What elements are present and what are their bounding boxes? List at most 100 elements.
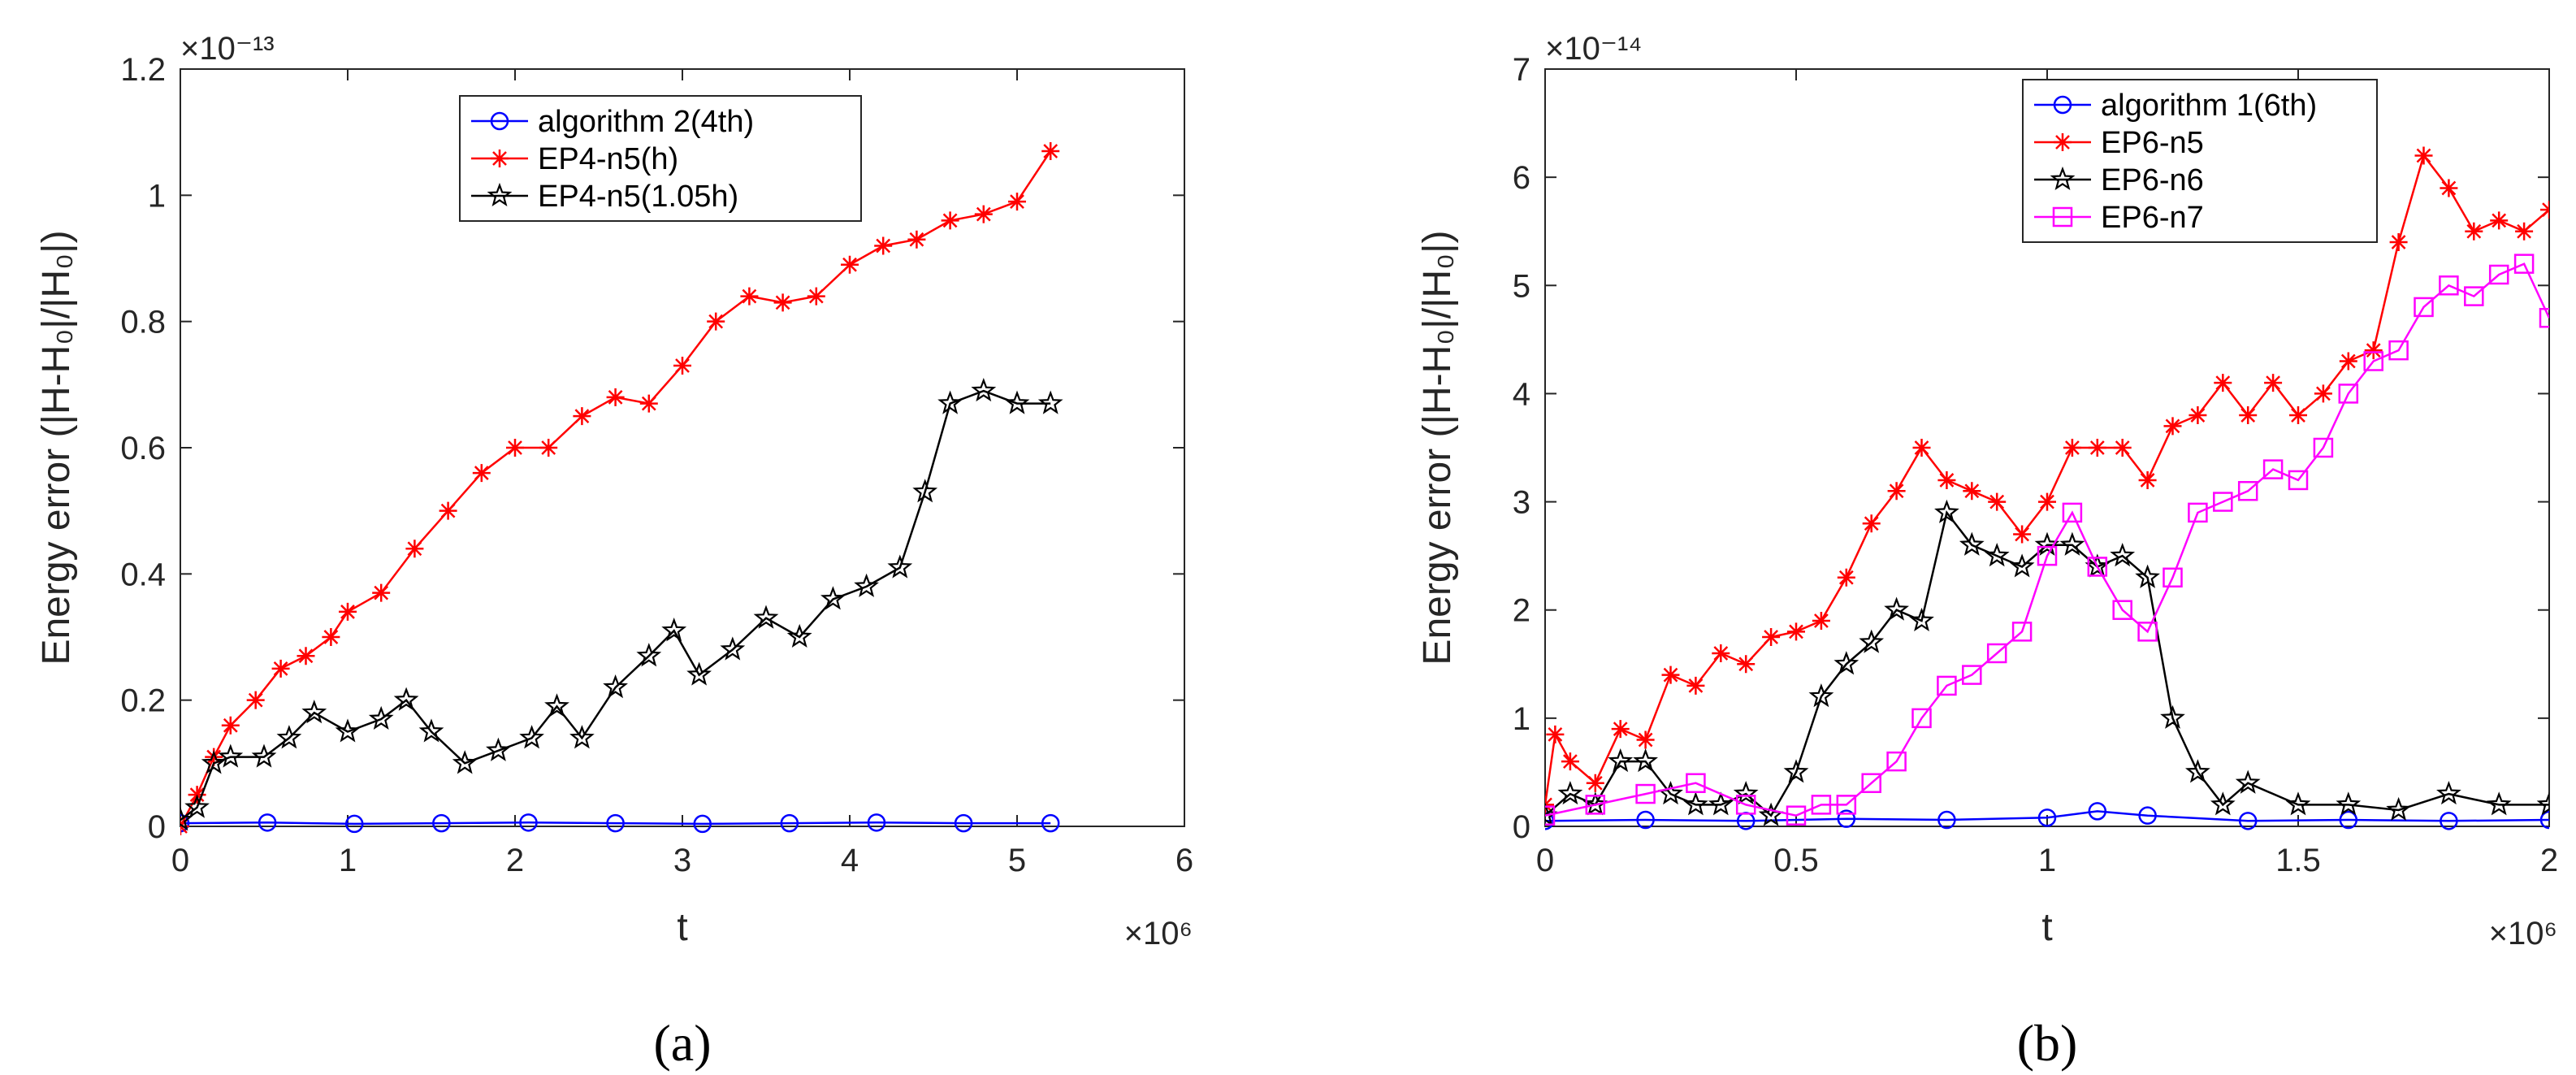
data-point xyxy=(2363,351,2383,371)
series-line xyxy=(1545,262,2549,817)
x-axis-multiplier: ×10⁶ xyxy=(1124,916,1193,951)
data-point xyxy=(2285,791,2311,816)
series-line xyxy=(180,389,1051,821)
data-point xyxy=(258,813,277,832)
data-point xyxy=(1787,622,1805,641)
data-point xyxy=(180,807,193,831)
y-tick-label: 5 xyxy=(1513,268,1530,304)
data-point xyxy=(2137,622,2158,642)
y-tick-label: 0.2 xyxy=(120,683,166,719)
data-point xyxy=(807,287,825,306)
y-tick-label: 7 xyxy=(1513,52,1530,88)
y-tick-label: 0 xyxy=(1513,809,1530,845)
data-point xyxy=(2135,564,2160,588)
y-tick-label: 4 xyxy=(1513,376,1530,412)
data-point xyxy=(780,813,799,833)
data-point xyxy=(1712,644,1730,662)
data-point xyxy=(740,287,759,306)
data-point xyxy=(2088,802,2107,821)
data-point xyxy=(1611,720,1630,739)
data-point xyxy=(1963,482,1981,501)
data-point xyxy=(418,718,444,743)
data-point xyxy=(1735,795,1756,815)
data-point xyxy=(1837,809,1856,828)
data-point xyxy=(1545,802,1558,826)
data-point xyxy=(1546,725,1565,743)
legend-entry: algorithm 2(4th) xyxy=(538,105,754,139)
data-point xyxy=(874,236,893,255)
data-point xyxy=(1608,748,1634,773)
data-point xyxy=(753,605,779,629)
data-point xyxy=(251,743,277,768)
data-point xyxy=(2009,553,2035,578)
data-point xyxy=(1585,795,1606,815)
data-point xyxy=(452,750,478,774)
data-point xyxy=(205,748,223,766)
data-point xyxy=(1686,773,1706,793)
data-point xyxy=(773,293,792,312)
data-point xyxy=(1004,390,1030,414)
data-point xyxy=(1937,810,1956,830)
subfigure-caption: (a) xyxy=(653,1014,711,1072)
data-point xyxy=(2339,810,2358,830)
y-tick-label: 3 xyxy=(1513,485,1530,521)
data-point xyxy=(2364,341,2383,360)
data-point xyxy=(954,813,973,833)
data-point xyxy=(201,750,227,774)
data-point xyxy=(636,643,662,667)
data-point xyxy=(887,554,913,579)
data-point xyxy=(2189,406,2207,425)
data-point xyxy=(1686,676,1705,695)
data-point xyxy=(2262,459,2284,479)
data-point xyxy=(2059,531,2085,556)
y-tick-label: 0.6 xyxy=(120,431,166,466)
y-tick-label: 2 xyxy=(1513,593,1530,629)
data-point xyxy=(673,357,691,375)
data-point xyxy=(1909,607,1934,632)
data-point xyxy=(569,725,595,749)
data-point xyxy=(2440,179,2458,197)
x-tick-label: 0 xyxy=(171,843,189,878)
data-point xyxy=(606,813,625,833)
data-point xyxy=(907,230,926,249)
data-point xyxy=(335,718,361,743)
legend-marker xyxy=(490,111,509,131)
data-point xyxy=(1808,683,1834,708)
data-point xyxy=(2465,222,2483,241)
data-point xyxy=(2237,481,2258,501)
legend-entry: EP6-n7 xyxy=(2101,201,2204,235)
legend-marker xyxy=(2053,95,2072,115)
data-point xyxy=(2540,201,2549,219)
data-point xyxy=(2013,525,2032,544)
data-point xyxy=(218,743,244,768)
data-point xyxy=(937,390,963,414)
data-point xyxy=(1041,813,1060,833)
legend-marker xyxy=(2054,133,2072,151)
data-point xyxy=(2289,406,2307,425)
x-tick-label: 5 xyxy=(1008,843,1026,878)
data-point xyxy=(1886,751,1907,772)
data-point xyxy=(432,813,451,833)
legend-entry: EP6-n6 xyxy=(2101,163,2204,197)
y-axis-multiplier: ×10⁻¹⁴ xyxy=(1545,31,1642,67)
y-tick-label: 0.8 xyxy=(120,305,166,340)
y-tick-label: 1 xyxy=(148,178,166,214)
data-point xyxy=(1737,655,1756,674)
subfigure-caption: (b) xyxy=(2017,1014,2078,1072)
data-point xyxy=(2011,622,2033,642)
data-point xyxy=(639,394,658,413)
x-axis-label: t xyxy=(677,906,687,949)
x-tick-label: 1 xyxy=(339,843,357,878)
legend-marker xyxy=(2052,206,2073,228)
data-point xyxy=(2539,810,2549,830)
data-point xyxy=(2464,286,2484,306)
data-point xyxy=(2085,553,2111,578)
y-tick-label: 1.2 xyxy=(120,52,166,88)
data-point xyxy=(2213,492,2233,512)
x-tick-label: 6 xyxy=(1175,843,1193,878)
data-point xyxy=(1986,643,2007,664)
data-point xyxy=(1636,730,1655,749)
y-axis-multiplier: ×10⁻¹³ xyxy=(180,31,275,67)
data-point xyxy=(2314,384,2332,403)
